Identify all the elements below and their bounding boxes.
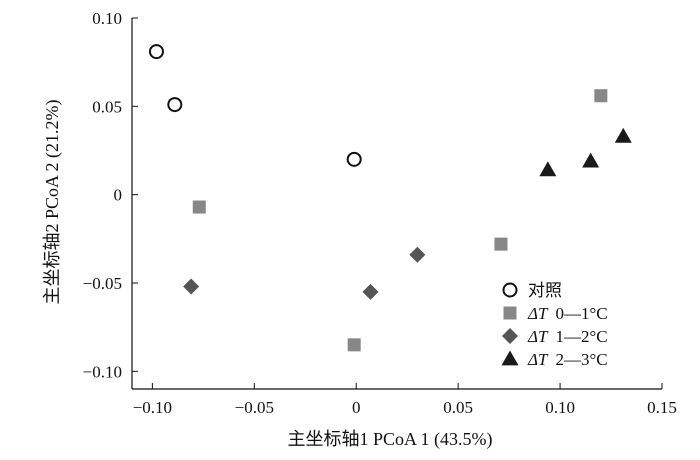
- legend-label-range: 2—3°C: [555, 350, 607, 369]
- y-tick-label: 0: [114, 186, 123, 205]
- legend-label-range: 1—2°C: [555, 327, 607, 346]
- y-tick-label: 0.05: [92, 97, 122, 116]
- legend-label: ΔT 1—2°C: [527, 327, 608, 346]
- legend-marker: [503, 306, 517, 320]
- x-tick-label: 0.05: [443, 398, 473, 417]
- x-tick-label: −0.05: [235, 398, 274, 417]
- x-axis-title: 主坐标轴1 PCoA 1 (43.5%): [287, 429, 492, 450]
- diamond-point: [183, 278, 200, 295]
- open-circle-point: [167, 97, 183, 113]
- legend-marker: [502, 328, 518, 344]
- legend: 对照 ΔT 0—1°C ΔT 1—2°C ΔT 2—3°C: [501, 281, 608, 369]
- legend-marker: [501, 350, 519, 366]
- square-point: [494, 237, 508, 251]
- legend-label: ΔT 0—1°C: [527, 304, 608, 323]
- y-tick-label: −0.05: [83, 274, 122, 293]
- y-tick-label: 0.10: [92, 9, 122, 28]
- square-point: [347, 338, 361, 352]
- legend-label-delta: ΔT: [527, 327, 549, 346]
- legend-label: ΔT 2—3°C: [527, 350, 608, 369]
- x-tick-label: −0.10: [133, 398, 172, 417]
- legend-marker: [502, 282, 518, 298]
- x-tick-label: 0.15: [647, 398, 677, 417]
- legend-label-range: 0—1°C: [555, 304, 607, 323]
- legend-label: 对照: [528, 281, 562, 300]
- open-circle-point: [148, 44, 164, 60]
- triangle-point: [582, 152, 600, 168]
- square-point: [192, 200, 206, 214]
- diamond-point: [362, 283, 379, 300]
- square-point: [594, 89, 608, 103]
- x-tick-label: 0.10: [545, 398, 575, 417]
- x-tick-label: 0: [352, 398, 361, 417]
- diamond-point: [409, 246, 426, 263]
- plot-area: [131, 18, 662, 390]
- legend-label-delta: ΔT: [527, 350, 549, 369]
- triangle-point: [539, 161, 557, 177]
- y-axis-title: 主坐标轴2 PCoA 2 (21.2%): [42, 99, 63, 304]
- y-tick-label: −0.10: [83, 362, 122, 381]
- legend-label-delta: ΔT: [527, 304, 549, 323]
- triangle-point: [614, 127, 632, 143]
- data-points: [148, 44, 632, 352]
- axis-ticks: −0.10 −0.05 0 0.05 0.10 0.15 −0.10 −0.05 0 0.05 0.…: [83, 9, 677, 417]
- open-circle-point: [346, 151, 362, 167]
